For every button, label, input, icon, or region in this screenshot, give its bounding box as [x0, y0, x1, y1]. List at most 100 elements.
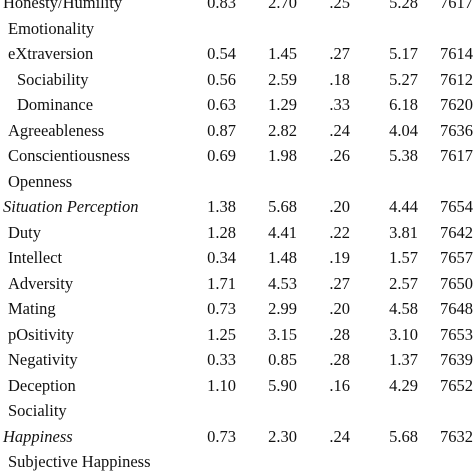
cell-value: 2.59 — [268, 69, 297, 89]
cell-value: 0.73 — [207, 299, 236, 318]
row-label: Conscientiousness — [8, 146, 130, 165]
cell-value: 7642 — [440, 222, 473, 242]
cell-value: 7639 — [440, 350, 473, 369]
cell-value: 0.54 — [207, 44, 236, 63]
cell-value: 7620 — [440, 95, 473, 114]
table-row: Intellect 0.34 1.48 .19 1.57 7657 — [0, 245, 474, 270]
row-label: Deception — [8, 375, 76, 395]
cell-value: .18 — [329, 69, 350, 89]
cell-value: 6.18 — [389, 95, 418, 114]
cell-value: .25 — [329, 0, 350, 12]
row-label: Mating — [8, 299, 56, 318]
table-row: Negativity 0.33 0.85 .28 1.37 7639 — [0, 347, 474, 372]
table-row: eXtraversion 0.54 1.45 .27 5.17 7614 — [0, 41, 474, 66]
cell-value: 4.58 — [389, 299, 418, 318]
table-row: Duty 1.28 4.41 .22 3.81 7642 — [0, 220, 474, 245]
cell-value: 5.17 — [389, 44, 418, 63]
cell-value: 7653 — [440, 324, 473, 344]
cell-value: 5.90 — [268, 375, 297, 395]
cell-value: .28 — [329, 350, 350, 369]
cell-value: 3.81 — [389, 222, 418, 242]
cell-value: 2.57 — [389, 273, 418, 293]
cell-value: 0.33 — [207, 350, 236, 369]
cell-value: 7648 — [440, 299, 473, 318]
cell-value: 2.70 — [268, 0, 297, 12]
cell-value: 3.10 — [389, 324, 418, 344]
table-row: Agreeableness 0.87 2.82 .24 4.04 7636 — [0, 118, 474, 143]
cell-value: 1.71 — [207, 273, 236, 293]
cell-value: 1.10 — [207, 375, 236, 395]
cell-value: .19 — [329, 248, 350, 267]
cell-value: 7632 — [440, 426, 473, 446]
cell-value: 2.30 — [268, 426, 297, 446]
cell-value: 1.37 — [389, 350, 418, 369]
cell-value: .22 — [329, 222, 350, 242]
table-row: Situation Perception 1.38 5.68 .20 4.44 7654 — [0, 194, 474, 219]
cell-value: .20 — [329, 299, 350, 318]
cell-value: 0.83 — [207, 0, 236, 12]
cell-value: 1.38 — [207, 197, 236, 216]
row-label: Emotionality — [8, 18, 95, 38]
row-label: Happiness — [3, 426, 73, 446]
cell-value: 4.53 — [268, 273, 297, 293]
table-row: Openness — [0, 169, 474, 194]
cell-value: 5.28 — [389, 0, 418, 12]
cell-value: 7654 — [440, 197, 473, 216]
cell-value: 7617 — [440, 146, 473, 165]
table-row: Adversity 1.71 4.53 .27 2.57 7650 — [0, 271, 474, 296]
cell-value: 0.85 — [268, 350, 297, 369]
cell-value: 4.29 — [389, 375, 418, 395]
cell-value: 5.27 — [389, 69, 418, 89]
table-row: Honesty/Humility 0.83 2.70 .25 5.28 7617 — [0, 0, 474, 15]
cell-value: .33 — [329, 95, 350, 114]
cell-value: 7612 — [440, 69, 473, 89]
row-label: pOsitivity — [8, 324, 75, 344]
table-row: Mating 0.73 2.99 .20 4.58 7648 — [0, 296, 474, 321]
row-label: Adversity — [8, 273, 74, 293]
cell-value: 7636 — [440, 120, 473, 140]
cell-value: .27 — [329, 44, 350, 63]
row-label: Subjective Happiness — [8, 452, 151, 471]
row-label: Negativity — [8, 350, 78, 369]
cell-value: .16 — [329, 375, 350, 395]
table-row: Sociality — [0, 398, 474, 423]
row-label: Sociality — [8, 401, 67, 420]
cell-value: 1.45 — [268, 44, 297, 63]
cell-value: 3.15 — [268, 324, 297, 344]
cell-value: 0.69 — [207, 146, 236, 165]
row-label: Honesty/Humility — [3, 0, 123, 12]
cell-value: 5.68 — [389, 426, 418, 446]
cell-value: 0.63 — [207, 95, 236, 114]
row-label: Dominance — [17, 95, 94, 114]
table-row: Deception 1.10 5.90 .16 4.29 7652 — [0, 373, 474, 398]
cell-value: 0.73 — [207, 426, 236, 446]
table-row: Happiness 0.73 2.30 .24 5.68 7632 — [0, 424, 474, 449]
cell-value: 7657 — [440, 248, 473, 267]
cell-value: 0.34 — [207, 248, 236, 267]
cell-value: 4.04 — [389, 120, 418, 140]
cell-value: 7650 — [440, 273, 473, 293]
table-row: Conscientiousness 0.69 1.98 .26 5.38 7617 — [0, 143, 474, 168]
cell-value: 1.28 — [207, 222, 236, 242]
table-row: Dominance 0.63 1.29 .33 6.18 7620 — [0, 92, 474, 117]
cell-value: .28 — [329, 324, 350, 344]
row-label: Intellect — [8, 248, 63, 267]
cell-value: 1.57 — [389, 248, 418, 267]
cell-value: .20 — [329, 197, 350, 216]
cell-value: 1.48 — [268, 248, 297, 267]
cell-value: 7617 — [440, 0, 473, 12]
cell-value: 7614 — [440, 44, 473, 63]
cell-value: 7652 — [440, 375, 473, 395]
table-row: Emotionality — [0, 16, 474, 41]
row-label: Situation Perception — [3, 197, 139, 216]
table-row: Subjective Happiness — [0, 449, 474, 474]
cell-value: 0.56 — [207, 69, 236, 89]
cell-value: 2.99 — [268, 299, 297, 318]
cell-value: 1.98 — [268, 146, 297, 165]
row-label: Duty — [8, 222, 41, 242]
table-row: Sociability 0.56 2.59 .18 5.27 7612 — [0, 67, 474, 92]
cell-value: 0.87 — [207, 120, 236, 140]
cell-value: 5.38 — [389, 146, 418, 165]
table-row: pOsitivity 1.25 3.15 .28 3.10 7653 — [0, 322, 474, 347]
